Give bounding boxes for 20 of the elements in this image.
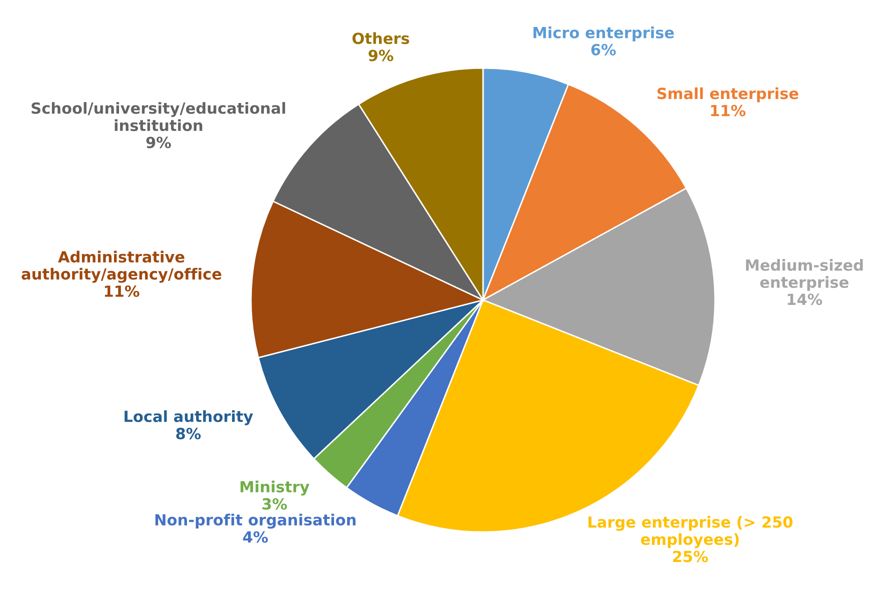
data-label: 11%: [104, 285, 140, 297]
slice-label: Large enterprise (> 250 employees): [588, 516, 792, 548]
slice-label: Small enterprise: [657, 87, 798, 102]
slice-label: School/university/educational institution: [32, 102, 286, 132]
slice-label: Others: [352, 32, 410, 44]
data-label: 25%: [673, 550, 708, 562]
data-label: 3%: [262, 498, 287, 510]
data-label: 4%: [243, 531, 268, 543]
slice-label: Non-profit organisation: [155, 514, 356, 529]
data-label: 6%: [591, 44, 616, 56]
data-label: 14%: [788, 294, 822, 306]
data-label: 9%: [146, 136, 171, 148]
data-label: 8%: [176, 428, 201, 440]
data-label: 11%: [711, 104, 746, 116]
slice-label: Local authority: [124, 410, 253, 426]
data-label: 9%: [368, 50, 394, 62]
slice-label: Medium-sized enterprise: [746, 259, 863, 291]
slice-label: Micro enterprise: [534, 26, 674, 42]
slice-label: Ministry: [240, 480, 310, 496]
slice-label: Administrative authority/agency/office: [22, 250, 222, 283]
